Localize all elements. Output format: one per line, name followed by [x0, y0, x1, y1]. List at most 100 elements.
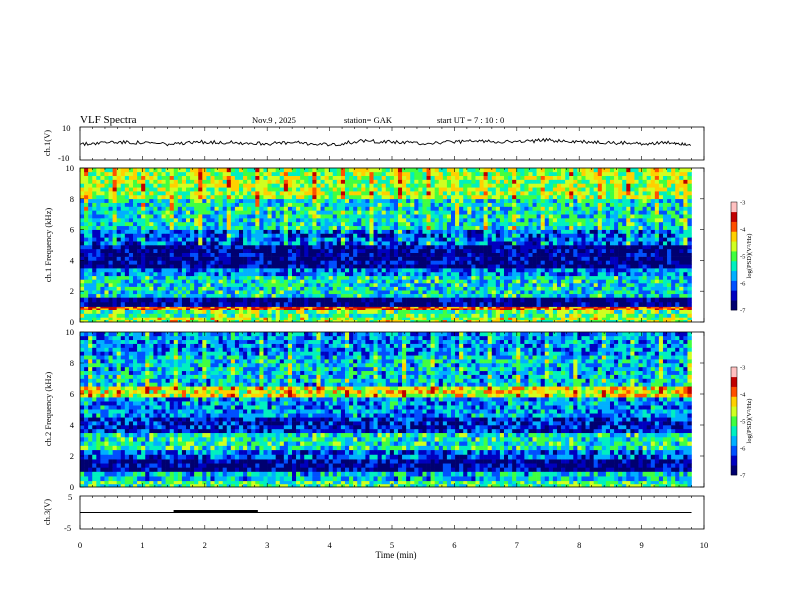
spectrogram-cell — [190, 286, 195, 291]
spectrogram-cell — [532, 225, 537, 230]
spectrogram-cell — [662, 264, 668, 269]
spectrogram-cell — [308, 245, 313, 250]
spectrogram-cell — [573, 233, 578, 238]
spectrogram-cell — [206, 198, 211, 203]
spectrogram-cell — [414, 237, 419, 242]
spectrogram-cell — [316, 221, 321, 227]
spectrogram-cell — [450, 206, 456, 211]
spectrogram-cell — [532, 290, 537, 295]
spectrogram-cell — [190, 306, 195, 309]
spectrogram-cell — [243, 317, 248, 320]
spectrogram-cell — [614, 221, 619, 227]
spectrogram-cell — [508, 218, 513, 223]
spectrogram-cell — [271, 245, 276, 250]
spectrogram-cell — [137, 260, 142, 265]
spectrogram-cell — [181, 308, 187, 310]
spectrogram-cell — [84, 297, 89, 303]
spectrogram-cell — [618, 282, 623, 287]
spectrogram-cell — [328, 248, 334, 253]
spectrogram-cell — [524, 313, 529, 318]
spectrogram-cell — [414, 319, 419, 323]
spectrogram-cell — [524, 279, 529, 284]
spectrogram-cell — [263, 206, 268, 211]
spectrogram-cell — [230, 319, 236, 323]
spectrogram-cell — [332, 218, 338, 223]
spectrogram-cell — [532, 241, 537, 246]
spectrogram-cell — [206, 237, 211, 242]
spectrogram-cell — [186, 233, 191, 238]
spectrogram-cell — [548, 252, 554, 257]
spectrogram-cell — [430, 268, 435, 273]
spectrogram-cell — [283, 252, 289, 257]
spectrogram-cell — [503, 319, 509, 323]
spectrogram-cell — [597, 268, 603, 273]
spectrogram-cell — [556, 237, 562, 242]
spectrogram-cell — [234, 275, 240, 280]
spectrogram-cell — [304, 319, 309, 323]
spectrogram-cell — [442, 297, 448, 303]
spectrogram-cell — [520, 248, 525, 253]
spectrogram-cell — [206, 218, 211, 223]
spectrogram-cell — [316, 286, 321, 291]
spectrogram-cell — [597, 290, 603, 295]
spectrogram-cell — [271, 313, 276, 318]
spectrogram-cell — [544, 214, 550, 219]
spectrogram-cell — [508, 293, 513, 298]
spectrogram-cell — [349, 221, 354, 227]
spectrogram-cell — [491, 290, 497, 295]
spectrogram-cell — [662, 225, 668, 230]
spectrogram-cell — [116, 214, 122, 219]
spectrogram-cell — [597, 221, 603, 227]
spectrogram-cell — [630, 221, 635, 227]
spectrogram-cell — [516, 256, 521, 261]
spectrogram-cell — [116, 317, 122, 320]
spectrogram-cell — [667, 282, 672, 287]
spectrogram-cell — [679, 229, 684, 234]
spectrogram-cell — [499, 275, 505, 280]
spectrogram-cell — [124, 268, 130, 273]
spectrogram-cell — [275, 260, 281, 265]
spectrogram-cell — [389, 241, 395, 246]
spectrogram-cell — [626, 260, 631, 265]
spectrogram-cell — [181, 206, 187, 211]
spectrogram-cell — [88, 301, 93, 307]
spectrogram-cell — [181, 241, 187, 246]
spectrogram-cell — [88, 256, 93, 261]
spectrogram-cell — [630, 286, 635, 291]
spectrogram-cell — [124, 275, 130, 280]
spectrogram-cell — [556, 275, 562, 280]
spectrogram-cell — [544, 237, 550, 242]
spectrogram-cell — [141, 252, 146, 257]
spectrogram-cell — [104, 229, 109, 234]
spectrogram-cell — [198, 245, 203, 250]
spectrogram-cell — [418, 252, 423, 257]
spectrogram-cell — [145, 210, 150, 215]
spectrogram-cell — [614, 308, 619, 310]
spectrogram-cell — [536, 260, 541, 265]
spectrogram-cell — [634, 290, 639, 295]
spectrogram-cell — [410, 290, 415, 295]
spectrogram-cell — [459, 206, 464, 211]
spectrogram-cell — [145, 245, 150, 250]
spectrogram-cell — [532, 248, 537, 253]
spectrogram-cell — [593, 237, 599, 242]
spectrogram-cell — [389, 260, 395, 265]
spectrogram-cell — [186, 225, 191, 230]
spectrogram-cell — [353, 268, 358, 273]
spectrogram-cell — [422, 233, 427, 238]
spectrogram-cell — [402, 301, 407, 307]
spectrogram-cell — [528, 293, 533, 298]
spectrogram-cell — [442, 256, 448, 261]
spectrogram-cell — [683, 241, 688, 246]
spectrogram-cell — [300, 252, 305, 257]
spectrogram-cell — [683, 260, 688, 265]
spectrogram-cell — [499, 233, 505, 238]
spectrogram-cell — [532, 264, 537, 269]
spectrogram-cell — [214, 313, 219, 318]
spectrogram-cell — [650, 252, 656, 257]
spectrogram-cell — [499, 237, 505, 242]
spectrogram-cell — [671, 202, 676, 207]
spectrogram-cell — [328, 233, 334, 238]
spectrogram-cell — [96, 319, 101, 323]
spectrogram-cell — [622, 260, 627, 265]
